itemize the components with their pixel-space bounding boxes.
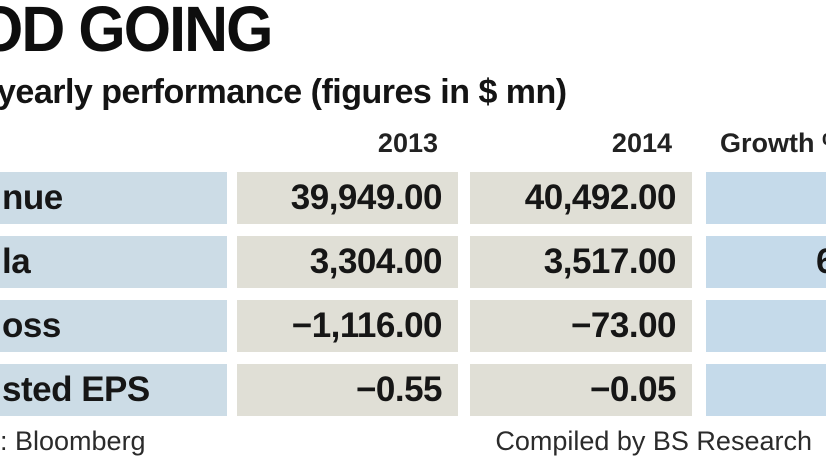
row-label: la xyxy=(0,236,227,288)
column-header-growth: Growth % xyxy=(720,128,826,158)
table-row: sted EPS −0.55 −0.05 xyxy=(0,364,826,416)
value-growth xyxy=(706,364,826,416)
table-row: nue 39,949.00 40,492.00 xyxy=(0,172,826,224)
table-row: la 3,304.00 3,517.00 6 xyxy=(0,236,826,288)
value-growth: 6 xyxy=(706,236,826,288)
value-2013: 39,949.00 xyxy=(237,172,458,224)
column-header-2014: 2014 xyxy=(611,128,672,158)
subtitle: yearly performance (figures in $ mn) xyxy=(0,73,567,111)
value-2013: −1,116.00 xyxy=(237,300,458,352)
row-label: sted EPS xyxy=(0,364,227,416)
source-credit: : Bloomberg xyxy=(0,426,146,456)
value-2014: −0.05 xyxy=(470,364,692,416)
value-2013: 3,304.00 xyxy=(237,236,458,288)
value-growth xyxy=(706,172,826,224)
row-label: nue xyxy=(0,172,227,224)
compiled-credit: Compiled by BS Research xyxy=(495,426,812,456)
value-2013: −0.55 xyxy=(237,364,458,416)
value-2014: 40,492.00 xyxy=(470,172,692,224)
table-row: oss −1,116.00 −73.00 xyxy=(0,300,826,352)
page-title: OD GOING xyxy=(0,0,273,65)
row-label: oss xyxy=(0,300,227,352)
column-header-2013: 2013 xyxy=(377,128,438,158)
value-2014: 3,517.00 xyxy=(470,236,692,288)
value-growth xyxy=(706,300,826,352)
value-2014: −73.00 xyxy=(470,300,692,352)
